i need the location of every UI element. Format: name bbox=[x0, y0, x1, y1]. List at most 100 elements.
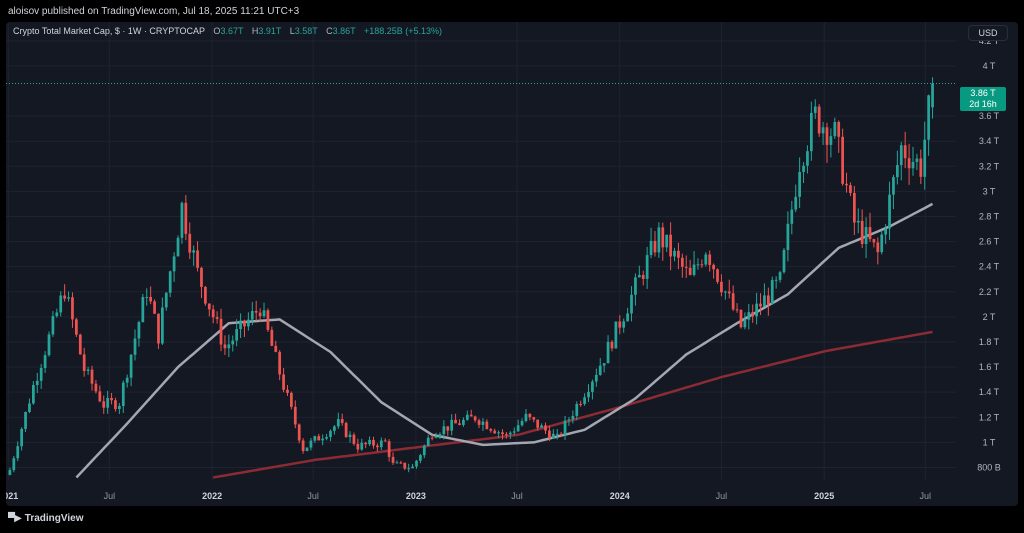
candle bbox=[610, 340, 614, 352]
candle bbox=[422, 444, 426, 459]
candle bbox=[489, 428, 493, 433]
candle bbox=[880, 230, 884, 255]
candle bbox=[723, 290, 727, 300]
legend-close-value: 3.86T bbox=[332, 26, 356, 36]
candle bbox=[12, 456, 16, 473]
candle bbox=[258, 308, 262, 322]
candle bbox=[200, 266, 203, 299]
candle bbox=[778, 270, 782, 283]
candle bbox=[176, 235, 180, 257]
candle bbox=[872, 238, 876, 248]
candle bbox=[399, 460, 403, 464]
candle bbox=[813, 99, 817, 119]
candle bbox=[548, 425, 551, 441]
candle bbox=[884, 224, 887, 245]
currency-button[interactable]: USD bbox=[968, 25, 1008, 41]
bar-countdown: 2d 16h bbox=[969, 99, 997, 109]
candle bbox=[680, 253, 684, 278]
x-tick-label: 2023 bbox=[406, 491, 426, 501]
y-tick-label: 2.6 T bbox=[979, 237, 1000, 247]
candle bbox=[75, 317, 78, 337]
candle bbox=[501, 429, 504, 440]
candle bbox=[301, 438, 305, 454]
candle bbox=[227, 334, 231, 358]
candle bbox=[700, 259, 704, 268]
y-tick-label: 1.6 T bbox=[979, 362, 1000, 372]
candle bbox=[157, 313, 160, 349]
candle bbox=[704, 252, 708, 267]
candle bbox=[591, 379, 594, 400]
candle bbox=[16, 441, 20, 462]
x-axis[interactable]: 2021 Jul 2022 Jul 2023 Jul 2024 Jul 2025 Jul bbox=[6, 491, 931, 501]
candle bbox=[82, 347, 86, 377]
candle bbox=[579, 400, 583, 407]
candle bbox=[563, 415, 567, 441]
chart-frame[interactable]: 800 B 1 T 1.2 T 1.4 T 1.6 T 1.8 T 2 T 2.2 T 2.4 … bbox=[6, 22, 1018, 506]
y-tick-label: 2.2 T bbox=[979, 287, 1000, 297]
candle bbox=[473, 415, 477, 423]
candle bbox=[364, 442, 368, 449]
y-tick-label: 1.2 T bbox=[979, 412, 1000, 422]
candle bbox=[712, 263, 715, 279]
candle bbox=[759, 293, 762, 316]
candle bbox=[450, 414, 454, 436]
grid bbox=[6, 22, 956, 480]
candle bbox=[892, 174, 895, 210]
candle bbox=[536, 419, 540, 431]
y-axis[interactable]: 800 B 1 T 1.2 T 1.4 T 1.6 T 1.8 T 2 T 2.2 T 2.4 … bbox=[977, 36, 1001, 473]
candle bbox=[626, 307, 629, 322]
candle bbox=[290, 391, 293, 410]
candle bbox=[458, 419, 461, 426]
candle bbox=[39, 363, 43, 389]
legend-low-value: 3.58T bbox=[294, 26, 318, 36]
candle bbox=[20, 427, 24, 451]
legend-change: +188.25B (+5.13%) bbox=[363, 26, 443, 36]
candle bbox=[696, 258, 700, 270]
candle bbox=[387, 439, 391, 462]
candle bbox=[587, 384, 590, 403]
candle bbox=[594, 368, 598, 387]
legend-high-key: H bbox=[251, 26, 259, 36]
candle bbox=[657, 222, 661, 258]
candle bbox=[434, 432, 438, 439]
candle bbox=[247, 312, 250, 331]
candle bbox=[118, 403, 121, 415]
candle bbox=[106, 390, 110, 414]
candle bbox=[219, 308, 223, 352]
brand-name: TradingView bbox=[24, 513, 84, 524]
chart-legend: Crypto Total Market Cap, $ · 1W · CRYPTO… bbox=[13, 26, 442, 36]
candle bbox=[806, 145, 809, 174]
candle bbox=[720, 274, 723, 297]
candle bbox=[927, 94, 931, 156]
candle bbox=[618, 315, 622, 335]
candle bbox=[395, 460, 399, 464]
candle bbox=[28, 398, 31, 414]
candle bbox=[821, 121, 825, 145]
candle bbox=[809, 101, 813, 161]
candle bbox=[641, 270, 645, 286]
candle bbox=[164, 292, 168, 311]
tradingview-logo[interactable]: ▀▶ TradingView bbox=[8, 513, 84, 524]
candle bbox=[508, 431, 512, 439]
candle bbox=[102, 395, 106, 414]
candle bbox=[321, 434, 325, 446]
candle bbox=[798, 157, 801, 208]
candle bbox=[634, 273, 637, 306]
chart-canvas[interactable]: 800 B 1 T 1.2 T 1.4 T 1.6 T 1.8 T 2 T 2.2 T 2.4 … bbox=[6, 22, 1018, 506]
y-tick-label: 1 T bbox=[983, 437, 996, 447]
candle bbox=[923, 121, 927, 190]
candle bbox=[817, 104, 821, 137]
candle bbox=[864, 217, 868, 259]
candle bbox=[446, 426, 450, 436]
candle bbox=[223, 335, 227, 355]
candle bbox=[766, 287, 770, 316]
candle bbox=[262, 302, 266, 318]
candle bbox=[24, 411, 27, 433]
candle bbox=[153, 299, 156, 315]
candle bbox=[790, 200, 794, 235]
candle bbox=[739, 309, 743, 329]
candles bbox=[8, 77, 934, 476]
candle bbox=[270, 326, 274, 347]
x-tick-label: Jul bbox=[104, 491, 116, 501]
candle bbox=[211, 304, 215, 324]
